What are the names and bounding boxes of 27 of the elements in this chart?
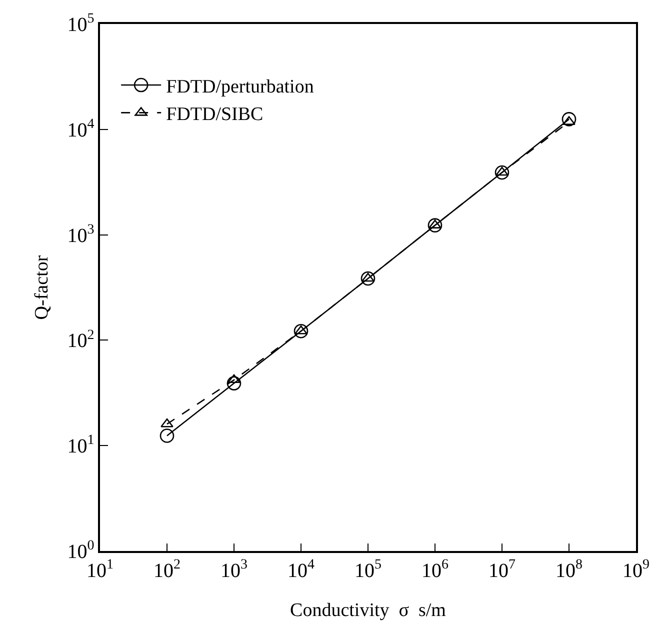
point xyxy=(494,165,510,180)
x-tick-label: 10$^{8}$ xyxy=(556,557,582,582)
y-tick-label: 10$^{2}$ xyxy=(67,328,94,352)
y-axis-title: Q-factor xyxy=(32,254,53,320)
x-tick-label: 10$^{4}$ xyxy=(288,557,314,582)
legend-label: FDTD/perturbation xyxy=(166,76,314,98)
x-tick-label: 10$^{2}$ xyxy=(154,557,180,582)
point xyxy=(428,218,442,232)
y-tick-label: 10$^{5}$ xyxy=(67,12,94,36)
point xyxy=(562,112,576,126)
point xyxy=(160,418,174,428)
point xyxy=(228,374,240,384)
point xyxy=(160,428,174,443)
x-axis-title: Conductivity σ s/m xyxy=(290,600,446,622)
x-tick-label: 10$^{6}$ xyxy=(422,557,448,582)
y-tick-label: 10$^{1}$ xyxy=(67,433,94,458)
x-tick-label: 10$^{7}$ xyxy=(488,557,516,582)
point xyxy=(226,376,242,390)
point xyxy=(496,166,508,176)
point xyxy=(360,271,376,286)
y-tick-label: 10$^{3}$ xyxy=(67,222,94,247)
legend-label: FDTD/SIBC xyxy=(166,104,264,126)
x-tick-label: 10$^{5}$ xyxy=(354,557,382,582)
y-tick-label: 10$^{4}$ xyxy=(67,117,94,142)
x-tick-label: 10$^{9}$ xyxy=(622,557,650,582)
point xyxy=(362,272,374,282)
x-tick-label: 10$^{3}$ xyxy=(220,557,248,582)
